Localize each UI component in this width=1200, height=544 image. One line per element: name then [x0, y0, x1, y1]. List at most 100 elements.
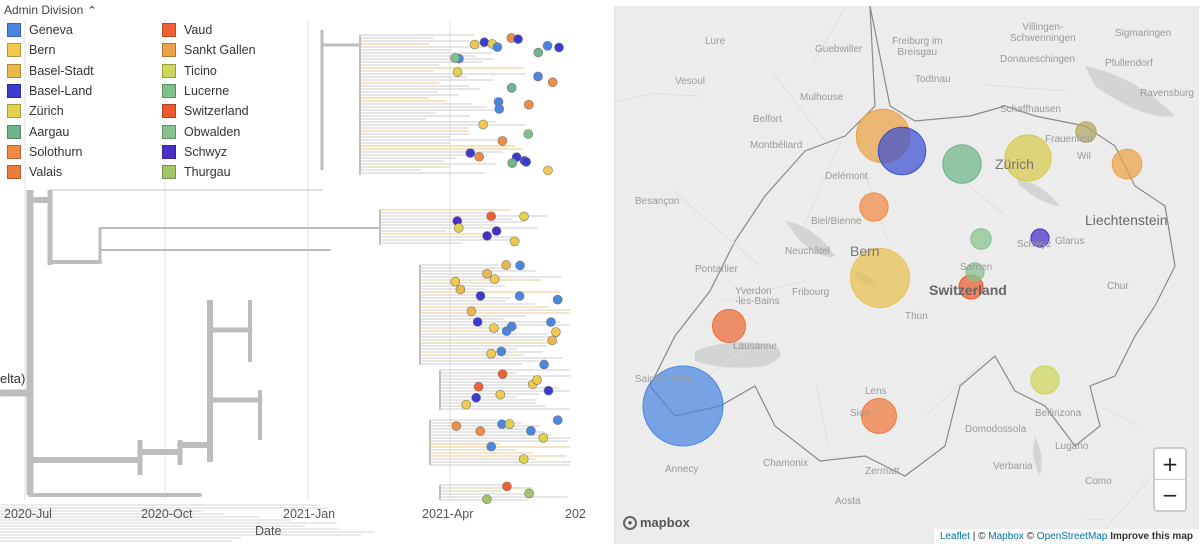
attribution-separator: ©	[1023, 531, 1037, 542]
tree-tip	[461, 399, 472, 410]
legend-item[interactable]: Aargau	[4, 121, 159, 141]
tree-tip	[495, 389, 506, 400]
osm-link[interactable]: OpenStreetMap	[1036, 531, 1108, 542]
legend-swatch	[162, 43, 176, 58]
place-label: Neuchâtel	[785, 246, 831, 257]
mapbox-logo[interactable]: ● mapbox	[623, 515, 690, 530]
place-label: Bellinzona	[1035, 408, 1082, 419]
legend-item[interactable]: Ticino	[159, 61, 314, 81]
map-bubble	[877, 126, 927, 176]
legend-item[interactable]: Obwalden	[159, 121, 314, 141]
phylogeny-tree-panel[interactable]: Admin Division ⌃ Geneva Bern Basel-Stadt Ba…	[0, 0, 590, 544]
lake-shape	[695, 342, 781, 368]
place-label: Frauenfeld	[1045, 134, 1093, 145]
legend-item[interactable]: Basel-Stadt	[4, 61, 159, 81]
tree-tip	[497, 369, 508, 379]
x-tick-label: 202	[565, 507, 586, 521]
tree-tip	[497, 136, 508, 146]
place-label: Lugano	[1055, 441, 1089, 452]
legend-toggle[interactable]: Admin Division ⌃	[4, 2, 324, 18]
tree-tip	[455, 284, 466, 295]
tree-tip	[466, 306, 477, 317]
legend-item[interactable]: Valais	[4, 162, 159, 182]
place-label: Montbéliard	[750, 140, 803, 151]
legend-item[interactable]: Sankt Gallen	[159, 40, 314, 60]
tree-tip	[501, 326, 512, 336]
tree-tip	[523, 99, 534, 110]
road-line	[813, 6, 847, 63]
tree-tip	[519, 211, 529, 222]
legend-swatch	[162, 124, 176, 139]
legend-item[interactable]: Vaud	[159, 20, 314, 40]
legend-label: Basel-Stadt	[29, 63, 94, 78]
legend-item[interactable]: Schwyz	[159, 142, 314, 162]
color-legend: Admin Division ⌃ Geneva Bern Basel-Stadt Ba…	[4, 2, 324, 182]
tree-tip	[523, 129, 534, 139]
place-label: Sarnen	[960, 262, 993, 273]
place-label: Glarus	[1055, 236, 1085, 247]
tree-tip	[543, 165, 553, 176]
legend-swatch	[7, 124, 21, 139]
legend-label: Solothurn	[29, 144, 83, 159]
map-canvas[interactable]	[615, 6, 1199, 544]
chevron-up-icon[interactable]: ⌃	[87, 4, 97, 17]
place-label: Annecy	[665, 464, 699, 475]
mapbox-logo-text: mapbox	[640, 515, 690, 530]
legend-item[interactable]: Bern	[4, 40, 159, 60]
leaflet-link[interactable]: Leaflet	[939, 531, 970, 542]
phylogeny-tree[interactable]	[0, 0, 590, 544]
zoom-out-button[interactable]: −	[1161, 483, 1179, 507]
legend-swatch	[7, 144, 21, 159]
tree-tip	[486, 349, 496, 359]
improve-map-link[interactable]: Improve this map	[1110, 531, 1193, 542]
map-panel[interactable]: Freiburg im Breisgau Mulhouse Besançon Ve…	[614, 6, 1199, 544]
legend-item[interactable]: Solothurn	[4, 142, 159, 162]
legend-item[interactable]: Basel-Land	[4, 81, 159, 101]
place-label: Belfort	[753, 114, 782, 125]
clade-label: elta)	[0, 371, 26, 386]
tree-tip	[469, 39, 480, 50]
legend-item[interactable]: Zürich	[4, 101, 159, 121]
tree-tip	[451, 421, 462, 431]
tree-tip	[489, 274, 500, 284]
legend-item[interactable]: Lucerne	[159, 81, 314, 101]
legend-label: Ticino	[184, 63, 217, 78]
tree-tip	[513, 34, 523, 44]
place-label: Schwyz	[1017, 239, 1052, 250]
tree-tip	[532, 375, 542, 385]
legend-item[interactable]: Thurgau	[159, 162, 314, 182]
tree-tip	[514, 291, 525, 301]
mapbox-icon: ●	[623, 515, 637, 530]
tree-tip	[552, 294, 563, 305]
legend-item[interactable]: Switzerland	[159, 101, 314, 121]
tree-tip	[450, 53, 460, 63]
tree-tip	[453, 223, 464, 233]
tree-tip	[473, 381, 484, 392]
lake-shape	[785, 221, 835, 257]
place-label-liechtenstein: Liechtenstein	[1085, 212, 1168, 228]
legend-label: Bern	[29, 43, 56, 58]
legend-label: Basel-Land	[29, 84, 93, 99]
road-line	[773, 73, 826, 142]
tree-tip	[547, 77, 558, 88]
lake-shape	[1033, 436, 1042, 476]
legend-column-1: Geneva Bern Basel-Stadt Basel-Land Zürich Aar…	[4, 20, 159, 182]
tree-tip	[479, 37, 490, 48]
map-bubble	[861, 398, 897, 434]
map-attribution: Leaflet | © Mapbox © OpenStreetMap Impro…	[933, 529, 1199, 544]
map-bubble	[1004, 134, 1052, 182]
place-label: Sion	[850, 408, 871, 419]
map-bubble	[859, 192, 889, 222]
place-label: Chur	[1107, 281, 1129, 292]
tree-tip	[486, 211, 496, 222]
x-tick-label: 2020-Jul	[4, 507, 52, 521]
tree-tip	[538, 433, 549, 443]
legend-item[interactable]: Geneva	[4, 20, 159, 40]
tree-tip	[482, 494, 492, 505]
zoom-in-button[interactable]: +	[1155, 449, 1185, 480]
tree-tip	[472, 317, 483, 327]
legend-label: Zürich	[29, 104, 64, 119]
mapbox-link[interactable]: Mapbox	[988, 531, 1024, 542]
place-label: Guebwiller	[815, 44, 863, 55]
place-label: Wil	[1077, 151, 1091, 162]
